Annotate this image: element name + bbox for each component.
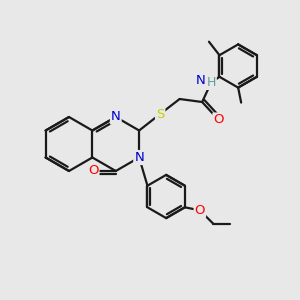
Text: H: H [206, 76, 216, 89]
Text: N: N [111, 110, 121, 124]
Text: O: O [213, 113, 224, 127]
Text: O: O [195, 204, 205, 217]
Text: N: N [134, 151, 144, 164]
Text: O: O [88, 164, 98, 178]
Text: S: S [156, 107, 164, 121]
Text: N: N [196, 74, 206, 88]
